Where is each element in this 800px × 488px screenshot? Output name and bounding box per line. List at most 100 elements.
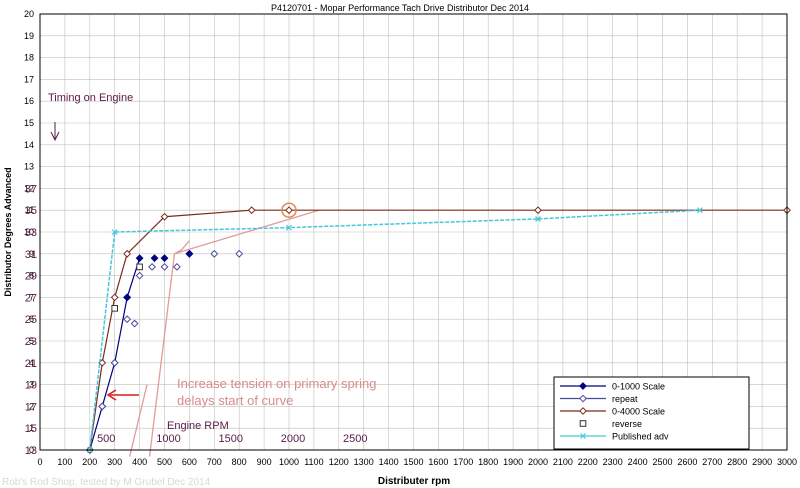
data-series bbox=[85, 202, 791, 454]
data-point-reverse bbox=[111, 305, 119, 312]
engine-timing-label: 37 bbox=[25, 183, 37, 195]
y-tick-label: 9 bbox=[29, 249, 34, 259]
timing-caption: Timing on Engine bbox=[48, 92, 133, 104]
data-point-extra bbox=[150, 254, 159, 263]
data-point-extra bbox=[123, 293, 132, 302]
legend-label: 0-4000 Scale bbox=[612, 407, 665, 417]
x-tick-label: 1000 bbox=[279, 457, 299, 467]
data-point-0-4000-scale bbox=[534, 206, 542, 215]
engine-timing-label: 23 bbox=[25, 336, 37, 348]
engine-rpm-labels: 500 1000 1500 2000 2500 bbox=[97, 433, 367, 445]
y-tick-label: 2 bbox=[29, 401, 34, 411]
x-tick-label: 2500 bbox=[652, 457, 672, 467]
engine-rpm-caption: Engine RPM bbox=[167, 420, 229, 432]
annotation-line-1: Increase tension on primary spring bbox=[177, 376, 376, 391]
x-tick-label: 1700 bbox=[453, 457, 473, 467]
data-point-repeat bbox=[160, 262, 169, 271]
x-tick-label: 400 bbox=[132, 457, 147, 467]
data-point-repeat bbox=[235, 249, 244, 258]
data-point-reverse bbox=[136, 263, 143, 271]
x-tick-label: 1600 bbox=[428, 457, 448, 467]
legend-marker-reverse bbox=[579, 420, 587, 427]
engine-timing-label: 21 bbox=[25, 358, 37, 370]
y-tick-label: 16 bbox=[24, 96, 34, 106]
x-tick-label: 1300 bbox=[354, 457, 374, 467]
x-tick-label: 2100 bbox=[553, 457, 573, 467]
legend-box bbox=[553, 376, 750, 450]
legend-entries: 0-1000 Scale repeat 0-4000 Scale reverse Pub… bbox=[560, 382, 669, 442]
engine-rpm-label: 1000 bbox=[156, 433, 180, 445]
y-tick-label: 13 bbox=[24, 162, 34, 172]
engine-timing-label: 35 bbox=[25, 205, 37, 217]
x-tick-label: 2800 bbox=[727, 457, 747, 467]
x-tick-label: 800 bbox=[232, 457, 247, 467]
engine-timing-label: 17 bbox=[25, 401, 37, 413]
y-tick-label: 18 bbox=[24, 53, 34, 63]
data-point-repeat bbox=[123, 315, 132, 324]
data-point-extra bbox=[160, 254, 169, 263]
annotation-arrow bbox=[106, 389, 139, 401]
axes bbox=[39, 13, 788, 451]
y-tick-label: 6 bbox=[29, 314, 34, 324]
engine-rpm-label: 2000 bbox=[281, 433, 305, 445]
data-point-0-4000-scale bbox=[110, 293, 119, 302]
x-tick-label: 900 bbox=[257, 457, 272, 467]
data-point-repeat bbox=[148, 262, 156, 271]
data-point-published-adv bbox=[286, 224, 292, 231]
y-tick-label: 5 bbox=[29, 336, 34, 346]
pink-reference-line bbox=[174, 240, 190, 255]
pink-reference-curves bbox=[129, 209, 320, 457]
data-point-repeat bbox=[110, 358, 119, 367]
data-point-repeat bbox=[173, 262, 181, 271]
x-axis-label: Distributer rpm bbox=[378, 476, 450, 487]
y-tick-label: 19 bbox=[24, 31, 34, 41]
data-point-0-4000-scale bbox=[285, 206, 293, 215]
x-tick-label: 2000 bbox=[528, 457, 548, 467]
legend-marker-0-1000-scale bbox=[579, 382, 587, 390]
y-tick-label: 8 bbox=[29, 271, 34, 281]
y-tick-label: 0 bbox=[29, 445, 34, 455]
x-tick-label: 2200 bbox=[578, 457, 598, 467]
data-point-published-adv bbox=[111, 229, 118, 235]
x-tick-label: 2300 bbox=[603, 457, 623, 467]
data-point-0-4000-scale bbox=[123, 249, 132, 258]
engine-timing-label: 29 bbox=[25, 271, 37, 283]
data-point-0-4000-scale bbox=[247, 206, 256, 215]
engine-timing-label: 13 bbox=[25, 445, 37, 457]
y-tick-label: 7 bbox=[29, 292, 34, 302]
data-point-published-adv bbox=[696, 207, 703, 214]
legend-label: reverse bbox=[612, 419, 642, 429]
y-tick-label: 1 bbox=[29, 423, 34, 433]
y-tick-label: 12 bbox=[24, 183, 34, 193]
y-tick-label: 14 bbox=[24, 140, 34, 150]
data-point-repeat bbox=[210, 249, 219, 258]
y-tick-label: 4 bbox=[29, 358, 34, 368]
engine-timing-label: 31 bbox=[25, 249, 37, 261]
engine-rpm-label: 500 bbox=[97, 433, 115, 445]
engine-rpm-label: 2500 bbox=[343, 433, 367, 445]
x-tick-label: 500 bbox=[157, 457, 172, 467]
x-tick-label: 200 bbox=[82, 457, 97, 467]
x-tick-labels: 0 100 200 300 400 500 600 700 800 900 1000 1100 1200… bbox=[37, 457, 797, 467]
chart-title: P4120701 - Mopar Performance Tach Drive … bbox=[271, 3, 529, 13]
data-point-0-4000-scale bbox=[160, 212, 169, 221]
data-point-extra bbox=[130, 319, 139, 328]
legend-label: 0-1000 Scale bbox=[612, 382, 665, 392]
y-axis-label: Distributor Degrees Advanced bbox=[3, 167, 13, 296]
data-point-repeat bbox=[98, 402, 107, 411]
x-tick-label: 600 bbox=[182, 457, 197, 467]
engine-timing-label: 27 bbox=[25, 292, 37, 304]
engine-timing-label: 25 bbox=[25, 314, 37, 326]
x-tick-label: 300 bbox=[107, 457, 122, 467]
x-tick-label: 1400 bbox=[379, 457, 399, 467]
y-tick-label: 11 bbox=[25, 205, 34, 215]
pink-reference-line bbox=[129, 384, 148, 457]
x-tick-label: 100 bbox=[57, 457, 72, 467]
data-point-extra bbox=[185, 249, 194, 258]
x-tick-label: 3000 bbox=[777, 457, 797, 467]
watermark: Rob's Rod Shop, tested by M Grubel Dec 2… bbox=[2, 477, 211, 488]
x-tick-label: 1200 bbox=[329, 457, 349, 467]
x-tick-label: 0 bbox=[37, 457, 42, 467]
